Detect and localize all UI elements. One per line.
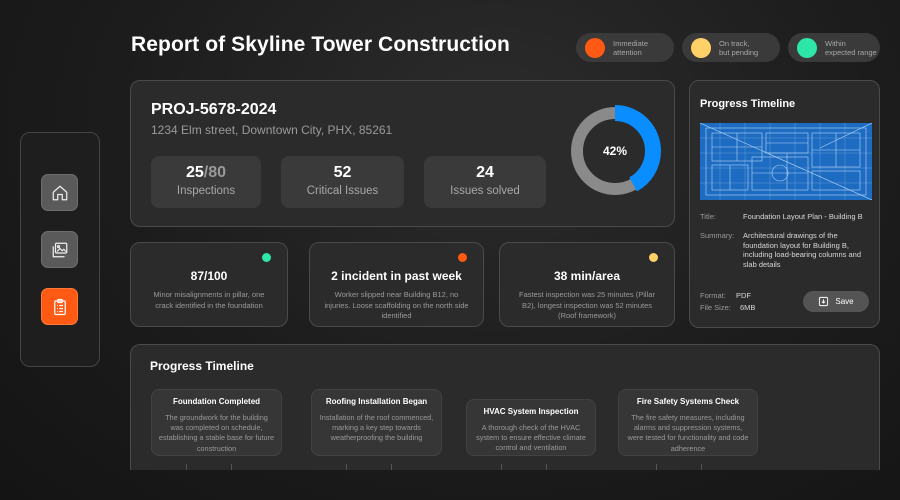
meta-key: Title: bbox=[700, 212, 716, 221]
donut-progress-arc bbox=[569, 105, 661, 197]
project-summary-card: PROJ-5678-2024 1234 Elm street, Downtown… bbox=[130, 80, 675, 227]
sidebar-nav bbox=[20, 132, 100, 367]
metric-description: Minor misalignments in pillar, one crack… bbox=[153, 290, 265, 310]
legend-label: attention bbox=[613, 47, 642, 57]
stat-label: Inspections bbox=[176, 185, 236, 197]
yellow-status-dot bbox=[649, 253, 658, 262]
metric-card-inspection-time: 38 min/area Fastest inspection was 25 mi… bbox=[499, 242, 675, 327]
orange-status-dot bbox=[585, 37, 605, 58]
stat-value: 24 bbox=[476, 164, 494, 181]
timeline-item-description: The fire safety measures, including alar… bbox=[627, 413, 749, 453]
legend-label: but pending bbox=[719, 47, 759, 57]
timeline-item-description: The groundwork for the building was comp… bbox=[158, 413, 275, 453]
legend-on-track: On track, but pending bbox=[682, 33, 780, 62]
timeline-tick bbox=[391, 464, 392, 470]
document-format: PDF bbox=[736, 291, 751, 300]
stat-critical-issues: 52 Critical Issues bbox=[281, 156, 404, 208]
clipboard-icon bbox=[53, 298, 66, 315]
document-format-row: Format: PDF bbox=[700, 291, 751, 301]
timeline-item[interactable]: Foundation Completed The groundwork for … bbox=[151, 389, 282, 456]
green-status-dot bbox=[262, 253, 271, 262]
metric-card-quality: 87/100 Minor misalignments in pillar, on… bbox=[130, 242, 288, 327]
page-title: Report of Skyline Tower Construction bbox=[131, 33, 510, 56]
nav-reports-button[interactable] bbox=[41, 288, 78, 325]
project-address: 1234 Elm street, Downtown City, PHX, 852… bbox=[151, 123, 393, 137]
timeline-item-description: A thorough check of the HVAC system to e… bbox=[476, 423, 586, 453]
green-status-dot bbox=[797, 37, 817, 58]
timeline-card: Progress Timeline Foundation Completed T… bbox=[130, 344, 880, 470]
progress-percentage: 42% bbox=[602, 144, 628, 158]
blueprint-thumbnail[interactable] bbox=[700, 123, 872, 200]
save-label: Save bbox=[835, 297, 854, 306]
stat-label: Issues solved bbox=[450, 185, 520, 197]
timeline-tick bbox=[656, 464, 657, 470]
timeline-item-title: Foundation Completed bbox=[172, 397, 261, 406]
orange-status-dot bbox=[458, 253, 467, 262]
stat-value: 25 bbox=[185, 164, 204, 181]
progress-donut bbox=[569, 105, 661, 197]
document-title-row: Title: Foundation Layout Plan - Building … bbox=[700, 212, 873, 222]
timeline-item-description: Installation of the roof commenced, mark… bbox=[319, 413, 434, 443]
meta-key: Format: bbox=[700, 291, 726, 300]
document-summary-row: Summary: Architectural drawings of the fo… bbox=[700, 231, 873, 269]
document-title: Foundation Layout Plan - Building B bbox=[743, 212, 863, 221]
timeline-tick bbox=[501, 464, 502, 470]
stat-value: 52 bbox=[333, 164, 352, 181]
document-card: Progress Timeline Title: Foundation Layou… bbox=[689, 80, 880, 328]
meta-key: File Size: bbox=[700, 303, 731, 312]
nav-gallery-button[interactable] bbox=[41, 231, 78, 268]
metric-description: Fastest inspection was 25 minutes (Pilla… bbox=[519, 290, 655, 320]
metric-description: Worker slipped near Building B12, no inj… bbox=[324, 290, 469, 320]
nav-home-button[interactable] bbox=[41, 174, 78, 211]
legend-label: On track, bbox=[719, 38, 750, 48]
metric-card-incidents: 2 incident in past week Worker slipped n… bbox=[309, 242, 484, 327]
document-heading: Progress Timeline bbox=[700, 98, 796, 110]
timeline-tick bbox=[701, 464, 702, 470]
download-icon bbox=[819, 296, 829, 307]
timeline-tick bbox=[546, 464, 547, 470]
blueprint-image bbox=[700, 123, 872, 200]
stat-total: /80 bbox=[203, 164, 227, 181]
project-id: PROJ-5678-2024 bbox=[151, 101, 277, 118]
legend-label: Immediate bbox=[613, 38, 649, 48]
metric-value: 38 min/area bbox=[553, 269, 621, 283]
metric-value: 2 incident in past week bbox=[331, 269, 462, 283]
timeline-item-title: Roofing Installation Began bbox=[325, 397, 428, 406]
stat-label: Critical Issues bbox=[306, 185, 379, 197]
status-legend: Immediate attention On track, but pending … bbox=[576, 33, 880, 62]
timeline-item[interactable]: HVAC System Inspection A thorough check … bbox=[466, 399, 596, 456]
timeline-tick bbox=[186, 464, 187, 470]
timeline-item-title: Fire Safety Systems Check bbox=[636, 397, 740, 406]
document-summary: Architectural drawings of the foundation… bbox=[743, 231, 861, 269]
timeline-tick bbox=[346, 464, 347, 470]
timeline-heading: Progress Timeline bbox=[150, 359, 254, 373]
legend-label: Within bbox=[825, 38, 846, 48]
timeline-tick bbox=[231, 464, 232, 470]
legend-label: expected range bbox=[825, 47, 877, 57]
stat-issues-solved: 24 Issues solved bbox=[424, 156, 546, 208]
meta-key: Summary: bbox=[700, 231, 735, 240]
document-size: 6MB bbox=[740, 303, 756, 312]
timeline-item[interactable]: Roofing Installation Began Installation … bbox=[311, 389, 442, 456]
gallery-icon bbox=[52, 242, 67, 257]
stat-inspections: 25/80 Inspections bbox=[151, 156, 261, 208]
yellow-status-dot bbox=[691, 37, 711, 58]
save-button[interactable]: Save bbox=[803, 291, 869, 312]
legend-within-range: Within expected range bbox=[788, 33, 880, 62]
timeline-item-title: HVAC System Inspection bbox=[483, 407, 579, 416]
metric-value: 87/100 bbox=[190, 269, 228, 283]
legend-immediate-attention: Immediate attention bbox=[576, 33, 674, 62]
home-icon bbox=[52, 185, 67, 200]
document-size-row: File Size: 6MB bbox=[700, 303, 755, 313]
timeline-item[interactable]: Fire Safety Systems Check The fire safet… bbox=[618, 389, 758, 456]
